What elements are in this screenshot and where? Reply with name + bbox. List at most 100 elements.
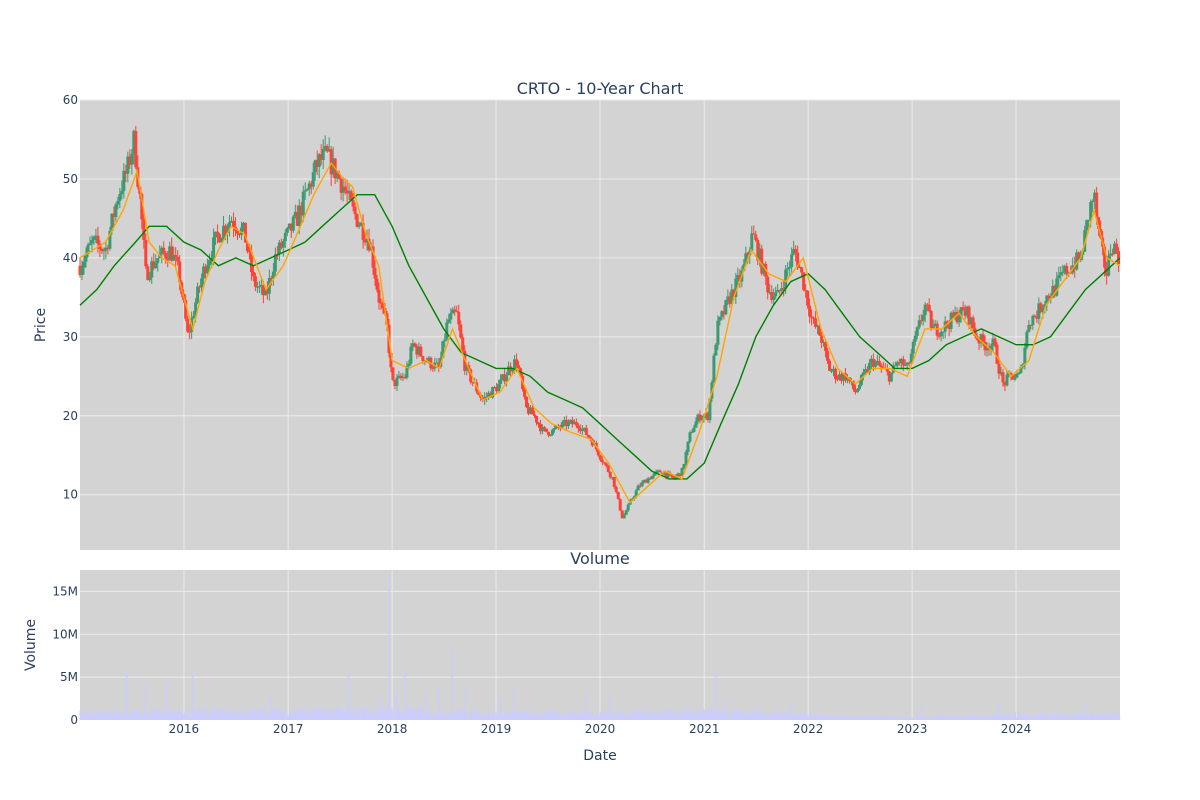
candle-body <box>80 267 84 276</box>
candle-body <box>403 377 407 379</box>
candle-body <box>413 343 417 347</box>
candle-body <box>830 370 834 372</box>
candle-body <box>1069 272 1073 274</box>
candle-body <box>680 468 684 476</box>
candle-body <box>1037 303 1041 319</box>
candle-body <box>257 286 261 288</box>
candle-body <box>624 510 628 515</box>
candle-body <box>810 316 814 318</box>
candle-body <box>855 389 859 393</box>
candle-body <box>214 231 218 238</box>
candle-body <box>736 275 740 279</box>
candle-body <box>1113 243 1117 255</box>
candle-body <box>499 379 503 385</box>
candle-body <box>437 362 441 367</box>
volume-chart-title: Volume <box>570 549 630 568</box>
candle-body <box>409 346 413 364</box>
candle-body <box>265 288 269 294</box>
candle-body <box>259 285 263 287</box>
candle-body <box>343 186 347 191</box>
price-chart-title: CRTO - 10-Year Chart <box>517 79 684 98</box>
candle-body <box>281 241 285 248</box>
candle-body <box>407 363 411 366</box>
candle-body <box>128 156 132 165</box>
candle-body <box>730 289 734 304</box>
candle-body <box>1051 286 1055 298</box>
candle-body <box>614 486 618 492</box>
candle-body <box>566 421 570 427</box>
candle-body <box>357 225 361 227</box>
candle-body <box>548 434 552 436</box>
price-y-tick-label: 50 <box>63 172 78 186</box>
candle-body <box>353 206 357 215</box>
candle-body <box>692 427 696 433</box>
candle-body <box>379 302 383 304</box>
candle-body <box>905 362 909 365</box>
candle-body <box>931 326 935 329</box>
candle-body <box>1091 200 1095 203</box>
candle-body <box>664 472 668 478</box>
candle-body <box>1047 295 1051 299</box>
candle-body <box>985 347 989 351</box>
candle-body <box>218 234 222 243</box>
candle-body <box>642 480 646 483</box>
candle-body <box>728 296 732 304</box>
candle-body <box>951 312 955 318</box>
candle-body <box>285 228 289 233</box>
candle-body <box>154 262 158 269</box>
candle-body <box>684 451 688 465</box>
candle-body <box>843 373 847 381</box>
price-y-tick-label: 40 <box>63 251 78 265</box>
candle-body <box>636 485 640 491</box>
candle-body <box>616 491 620 500</box>
candle-body <box>1111 253 1115 255</box>
candle-body <box>804 289 808 291</box>
x-tick-label: 2018 <box>377 722 408 736</box>
candle-body <box>299 205 303 216</box>
candle-body <box>706 412 710 421</box>
candle-body <box>1003 382 1007 386</box>
candle-body <box>540 427 544 432</box>
candle-body <box>164 252 168 259</box>
candle-body <box>327 149 331 152</box>
candle-body <box>230 220 234 223</box>
candle-body <box>828 360 832 371</box>
candle-body <box>198 286 202 288</box>
candle-body <box>564 419 568 427</box>
candle-body <box>889 372 893 382</box>
candle-body <box>447 319 451 323</box>
candle-body <box>776 290 780 293</box>
candle-body <box>923 304 927 315</box>
candle-body <box>347 191 351 194</box>
candle-body <box>315 160 319 167</box>
candle-body <box>313 160 317 173</box>
candle-body <box>911 341 915 354</box>
candle-body <box>662 472 666 475</box>
candle-body <box>160 247 164 255</box>
candle-body <box>967 306 971 325</box>
candle-body <box>670 474 674 478</box>
candle-body <box>515 359 519 366</box>
candle-body <box>1001 372 1005 383</box>
candle-body <box>277 242 281 255</box>
candle-body <box>1117 251 1121 265</box>
candle-body <box>780 288 784 291</box>
candle-body <box>550 429 554 435</box>
candle-body <box>957 316 961 323</box>
candle-body <box>497 384 501 392</box>
candle-body <box>1075 252 1079 270</box>
candle-body <box>820 335 824 343</box>
candle-body <box>1095 192 1099 218</box>
candle-body <box>786 268 790 270</box>
candle-body <box>529 407 533 414</box>
candle-body <box>373 267 377 279</box>
candle-body <box>897 362 901 364</box>
candle-body <box>1109 253 1113 256</box>
candle-body <box>108 230 112 249</box>
candle-body <box>337 173 341 179</box>
candle-body <box>291 216 295 231</box>
candle-body <box>441 341 445 358</box>
candle-body <box>417 346 421 355</box>
candle-body <box>879 365 883 368</box>
